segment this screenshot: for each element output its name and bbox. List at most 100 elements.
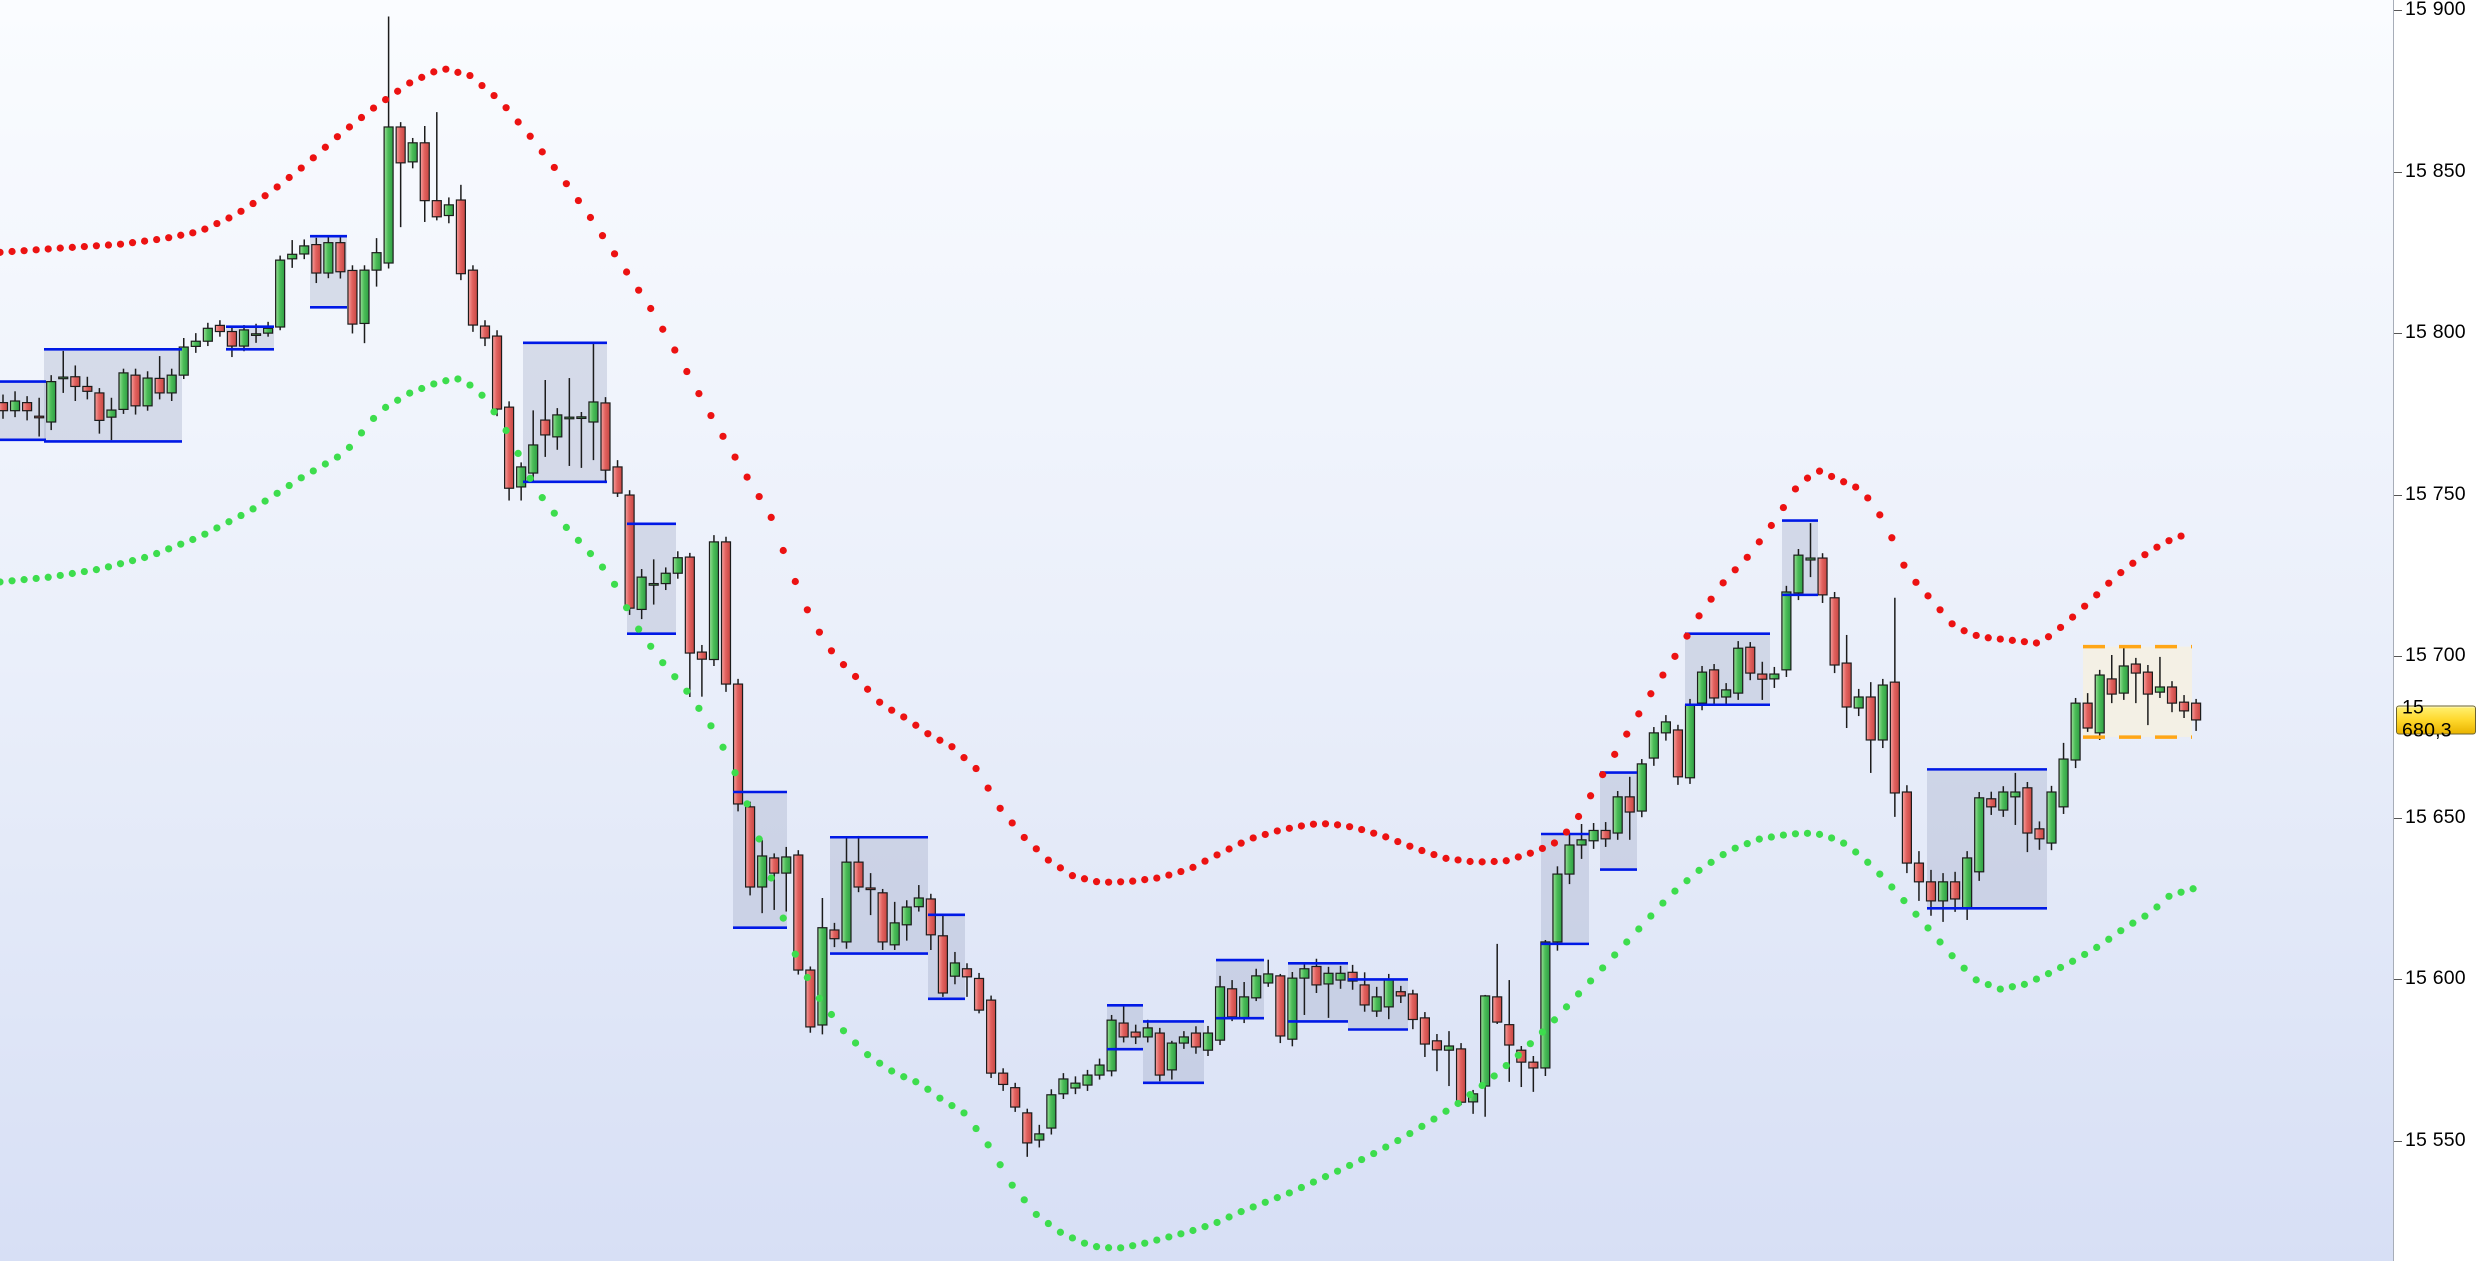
candle <box>612 460 623 497</box>
candle <box>1118 1004 1129 1043</box>
candle <box>1696 665 1708 711</box>
candle <box>973 972 985 1014</box>
candle <box>588 342 599 461</box>
candle <box>504 401 515 501</box>
candle <box>853 835 864 893</box>
price-tick <box>2394 979 2402 981</box>
candle <box>2046 785 2057 851</box>
candle <box>1190 1026 1202 1054</box>
candle <box>600 397 611 484</box>
price-tick <box>2394 817 2402 819</box>
candle <box>1058 1073 1069 1099</box>
price-tick-label: 15 600 <box>2405 967 2466 990</box>
candle <box>1733 641 1744 700</box>
candle <box>1672 724 1684 785</box>
candle <box>9 391 21 418</box>
candle <box>1287 971 1298 1047</box>
candle <box>1214 975 1226 1046</box>
candle <box>1757 661 1768 700</box>
candle <box>925 893 936 951</box>
candle <box>1323 966 1334 1018</box>
candle <box>1552 866 1563 951</box>
candle <box>1528 1056 1539 1092</box>
candle <box>1022 1108 1033 1157</box>
candle <box>1034 1124 1045 1148</box>
candle <box>720 536 732 692</box>
candle <box>70 365 81 401</box>
candle <box>540 379 551 457</box>
candle <box>1202 1025 1214 1057</box>
price-axis[interactable]: 15 680,3 15 900 15 850 15 800 15 750 15 700 1… <box>2393 0 2479 1261</box>
candle <box>335 236 346 279</box>
candles-layer <box>0 16 2202 1157</box>
candle <box>1745 642 1756 681</box>
candle <box>865 873 876 916</box>
candle <box>1407 989 1418 1030</box>
candle <box>889 901 900 951</box>
candle <box>1865 682 1876 773</box>
candle <box>431 112 442 221</box>
consolidation-boxes-borders <box>0 234 2047 1085</box>
candle <box>2010 772 2021 825</box>
candle <box>275 255 286 331</box>
candle <box>576 411 587 468</box>
candle <box>528 410 539 482</box>
candle <box>1721 683 1732 705</box>
candle <box>1612 791 1623 840</box>
candle <box>1949 871 1961 912</box>
candle <box>1624 776 1635 840</box>
price-tick-label: 15 900 <box>2405 0 2466 21</box>
candle <box>263 321 274 337</box>
candle <box>901 900 912 941</box>
candle <box>1130 1024 1141 1045</box>
candle <box>1106 1014 1117 1077</box>
candle <box>2166 681 2178 713</box>
candle <box>154 356 165 400</box>
candle <box>2082 693 2093 732</box>
candle <box>1998 786 2009 817</box>
candle <box>2178 695 2190 718</box>
candle <box>467 265 479 332</box>
candle <box>1889 597 1900 817</box>
candle <box>2154 656 2166 698</box>
candle <box>142 371 153 411</box>
candle <box>684 552 695 697</box>
candle <box>311 237 322 284</box>
candle <box>1142 1019 1153 1043</box>
candle <box>455 184 466 281</box>
candle <box>949 951 961 985</box>
candle <box>407 137 418 169</box>
candle <box>1540 939 1551 1077</box>
candle <box>1070 1076 1081 1095</box>
candle <box>708 535 720 666</box>
current-price-tag: 15 680,3 <box>2396 697 2476 742</box>
candle <box>118 368 129 414</box>
candle <box>1901 785 1913 874</box>
candle <box>829 922 840 948</box>
candle <box>238 325 250 352</box>
price-tick-label: 15 750 <box>2405 482 2466 505</box>
candle <box>1094 1058 1105 1080</box>
price-tick <box>2394 171 2402 173</box>
candle <box>841 837 852 949</box>
price-tick <box>2394 656 2402 658</box>
candle <box>757 839 768 914</box>
candle <box>1913 851 1925 901</box>
price-tick <box>2394 494 2402 496</box>
candle <box>1275 973 1286 1044</box>
candle <box>479 320 491 347</box>
candle <box>2058 742 2069 814</box>
candle <box>214 320 225 337</box>
candle <box>1937 873 1949 922</box>
price-tick-label: 15 550 <box>2405 1129 2466 1152</box>
candle <box>202 322 213 347</box>
candle <box>2070 697 2081 769</box>
candle <box>1455 1043 1467 1106</box>
price-tick <box>2394 333 2402 335</box>
price-tick <box>2394 10 2402 11</box>
price-tick-label: 15 800 <box>2405 321 2466 344</box>
candle <box>2142 665 2153 726</box>
candle <box>2191 698 2202 731</box>
candle <box>913 885 924 912</box>
